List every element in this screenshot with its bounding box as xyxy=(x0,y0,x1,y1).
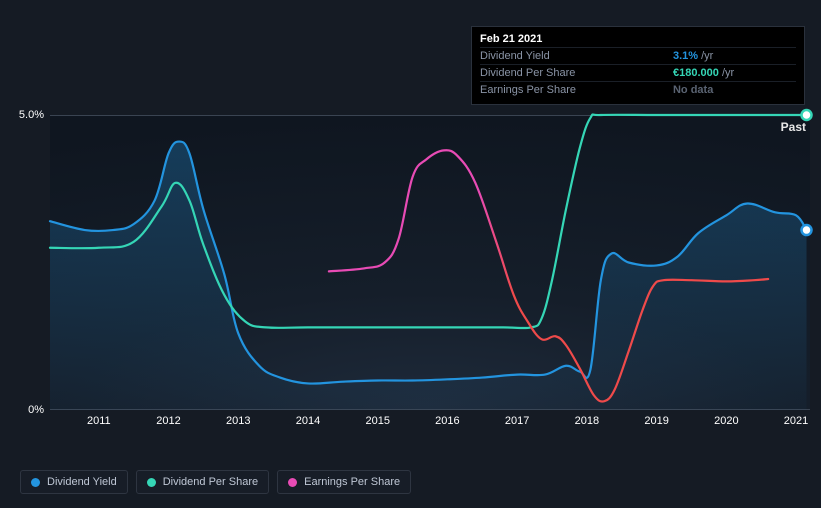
tooltip-row-value: 3.1% /yr xyxy=(673,48,796,65)
tooltip-row-value: €180.000 /yr xyxy=(673,65,796,82)
legend-swatch-icon xyxy=(31,478,40,487)
tooltip-row-label: Dividend Per Share xyxy=(480,65,673,82)
x-tick-label: 2016 xyxy=(435,415,459,427)
x-tick-label: 2014 xyxy=(296,415,320,427)
x-axis-labels: 2011 2012 2013 2014 2015 2016 2017 2018 2019 2020… xyxy=(50,415,810,435)
x-tick-label: 2015 xyxy=(365,415,389,427)
x-tick-label: 2011 xyxy=(87,415,111,427)
x-tick-label: 2012 xyxy=(156,415,180,427)
tooltip-row-value: No data xyxy=(673,82,796,99)
legend-item-label: Dividend Per Share xyxy=(163,476,258,488)
legend-item-earnings-per-share[interactable]: Earnings Per Share xyxy=(277,470,411,494)
x-tick-label: 2019 xyxy=(644,415,668,427)
x-tick-label: 2021 xyxy=(784,415,808,427)
tooltip-row: Dividend Yield 3.1% /yr xyxy=(480,48,796,65)
legend-swatch-icon xyxy=(147,478,156,487)
chart-tooltip: Feb 21 2021 Dividend Yield 3.1% /yr Divi… xyxy=(471,26,805,105)
tooltip-row: Dividend Per Share €180.000 /yr xyxy=(480,65,796,82)
x-tick-label: 2018 xyxy=(575,415,599,427)
legend-swatch-icon xyxy=(288,478,297,487)
dividend-chart: 5.0% 0% Past 201120122013201420152016201… xyxy=(0,0,821,508)
tooltip-row: Earnings Per Share No data xyxy=(480,82,796,99)
tooltip-row-label: Earnings Per Share xyxy=(480,82,673,99)
legend-item-dividend-per-share[interactable]: Dividend Per Share xyxy=(136,470,269,494)
tooltip-table: Dividend Yield 3.1% /yr Dividend Per Sha… xyxy=(480,47,796,98)
tooltip-title: Feb 21 2021 xyxy=(480,33,796,47)
tooltip-row-label: Dividend Yield xyxy=(480,48,673,65)
legend-item-label: Earnings Per Share xyxy=(304,476,400,488)
legend-item-dividend-yield[interactable]: Dividend Yield xyxy=(20,470,128,494)
y-tick-label-top: 5.0% xyxy=(19,109,44,121)
x-tick-label: 2017 xyxy=(505,415,529,427)
x-tick-label: 2013 xyxy=(226,415,250,427)
y-tick-label-bottom: 0% xyxy=(28,404,44,416)
chart-legend: Dividend Yield Dividend Per Share Earnin… xyxy=(20,470,411,494)
x-tick-label: 2020 xyxy=(714,415,738,427)
legend-item-label: Dividend Yield xyxy=(47,476,117,488)
